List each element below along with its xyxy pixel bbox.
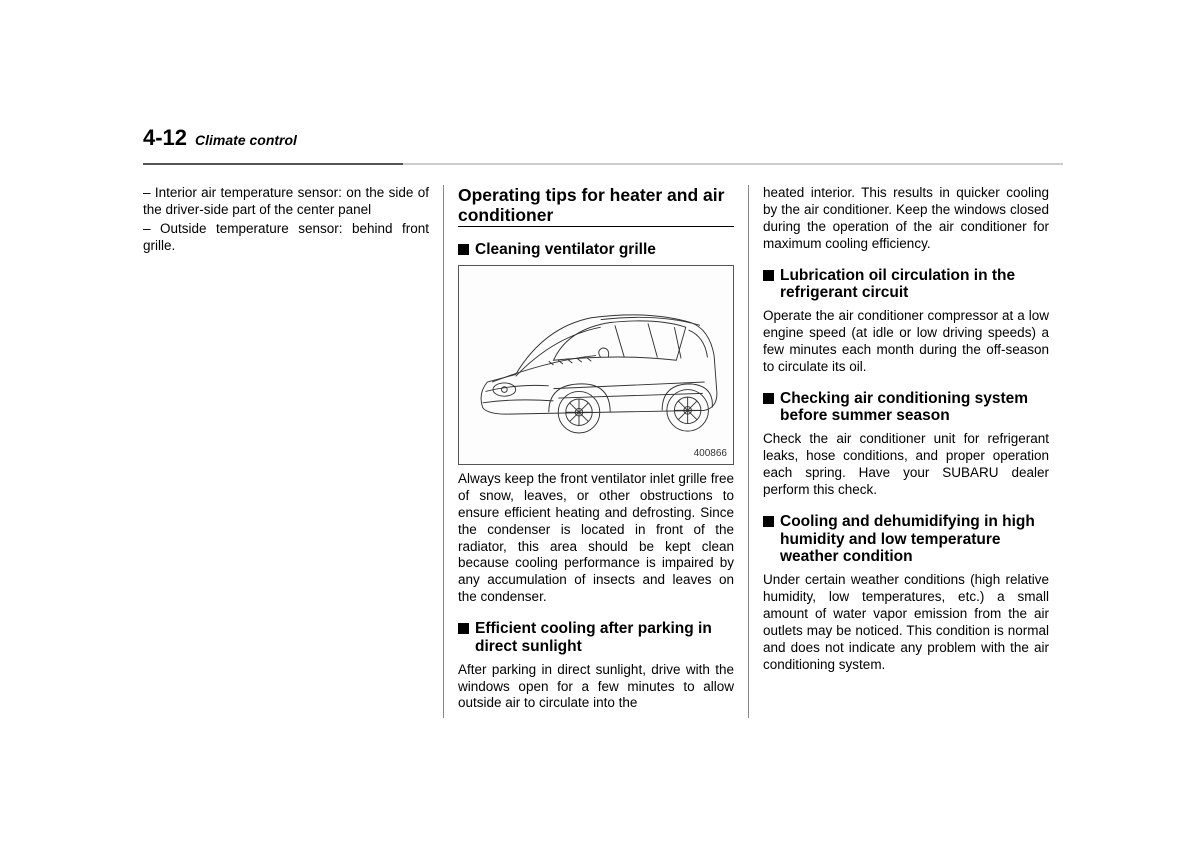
lubrication-text: Operate the air conditioner compressor a… <box>763 308 1049 376</box>
preseason-check-heading: Checking air conditioning system before … <box>763 390 1049 426</box>
column-divider <box>443 185 444 718</box>
cleaning-grille-text: Always keep the front ventilator inlet g… <box>458 471 734 606</box>
figure-id: 400866 <box>694 448 727 461</box>
car-illustration: 400866 <box>458 265 734 465</box>
column-3: heated interior. This results in quicker… <box>753 185 1049 718</box>
efficient-cooling-text: After parking in direct sunlight, drive … <box>458 662 734 713</box>
efficient-cooling-continued: heated interior. This results in quicker… <box>763 185 1049 253</box>
square-bullet-icon <box>458 623 469 634</box>
content-columns: – Interior air temperature sensor: on th… <box>143 185 1063 718</box>
sensor-note-2: – Outside temperature sensor: behind fro… <box>143 221 429 255</box>
dehumidify-text: Under certain weather conditions (high r… <box>763 572 1049 673</box>
square-bullet-icon <box>763 516 774 527</box>
efficient-cooling-heading: Efficient cooling after parking in direc… <box>458 620 734 656</box>
page-number: 4-12 <box>143 125 187 151</box>
preseason-check-text: Check the air conditioner unit for refri… <box>763 431 1049 499</box>
column-1: – Interior air temperature sensor: on th… <box>143 185 439 718</box>
sensor-note-1: – Interior air temperature sensor: on th… <box>143 185 429 219</box>
column-2: Operating tips for heater and air condit… <box>448 185 744 718</box>
car-line-drawing <box>459 266 733 464</box>
chapter-title: Climate control <box>195 132 297 148</box>
column-divider <box>748 185 749 718</box>
cleaning-grille-heading: Cleaning ventilator grille <box>458 241 734 259</box>
manual-page: 4-12 Climate control – Interior air temp… <box>143 125 1063 750</box>
operating-tips-heading: Operating tips for heater and air condit… <box>458 185 734 227</box>
header-rule <box>143 163 1063 165</box>
dehumidify-heading: Cooling and dehumidifying in high humidi… <box>763 513 1049 566</box>
square-bullet-icon <box>458 244 469 255</box>
square-bullet-icon <box>763 270 774 281</box>
lubrication-heading: Lubrication oil circulation in the refri… <box>763 267 1049 303</box>
square-bullet-icon <box>763 393 774 404</box>
page-header: 4-12 Climate control <box>143 125 1063 151</box>
